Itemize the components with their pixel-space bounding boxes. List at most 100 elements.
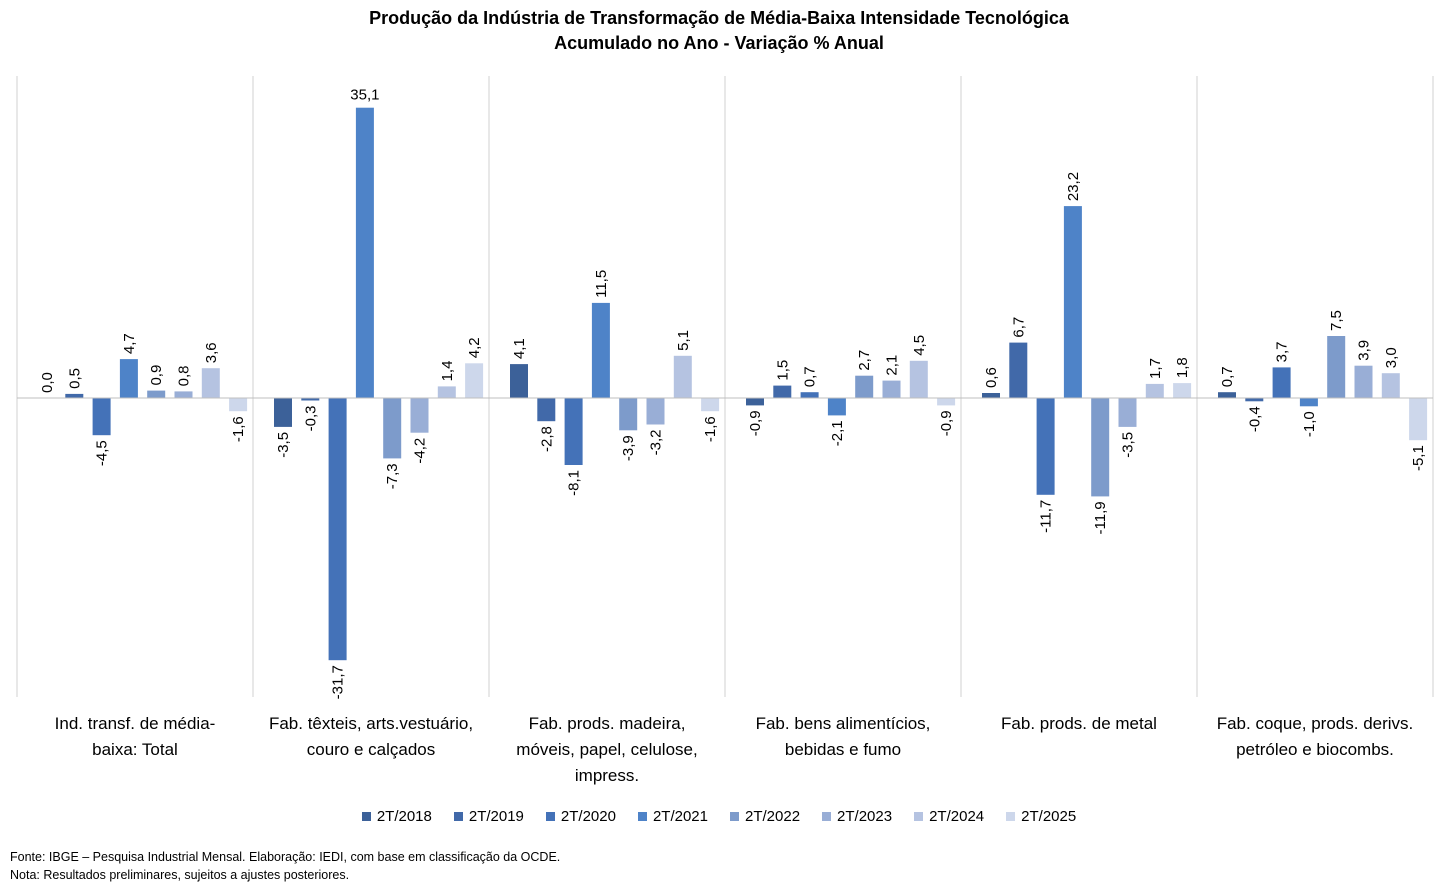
bar [328, 398, 347, 661]
footer-source: Fonte: IBGE – Pesquisa Industrial Mensal… [10, 850, 561, 864]
legend-label: 2T/2021 [652, 808, 708, 825]
bar [274, 398, 292, 427]
bar [1218, 392, 1236, 398]
legend-swatch [361, 812, 371, 821]
bar [1381, 373, 1400, 398]
bar-label: 0,5 [66, 368, 83, 389]
bar-label: 0,9 [148, 365, 165, 386]
bar [619, 398, 638, 431]
bar [937, 398, 956, 406]
bar [982, 393, 1000, 398]
bar-label: 3,9 [1356, 340, 1373, 361]
bar-label: 1,4 [439, 361, 456, 382]
bar-label: -1,6 [702, 416, 719, 442]
bar [673, 355, 692, 398]
bar [92, 398, 111, 436]
bar-label: 0,7 [1219, 366, 1236, 387]
legend-swatch [453, 812, 463, 821]
bar-label: 0,0 [39, 372, 56, 393]
legend-item: 2T/2024 [914, 808, 984, 825]
bar [510, 364, 528, 398]
bar-label: -0,9 [938, 410, 955, 436]
bar [1299, 398, 1318, 407]
bar [773, 385, 792, 398]
legend-item: 2T/2019 [453, 808, 524, 825]
bar-label: -3,2 [648, 429, 665, 455]
legend-label: 2T/2022 [745, 808, 801, 825]
bar [1036, 398, 1055, 495]
bar [800, 392, 819, 398]
legend-label: 2T/2025 [1021, 808, 1077, 825]
category-label: Fab. coque, prods. derivs. [1217, 714, 1414, 733]
bar [437, 386, 456, 398]
bar-label: -0,9 [747, 410, 764, 436]
legend-item: 2T/2022 [730, 808, 800, 825]
bar-label: -0,3 [302, 405, 319, 431]
bar-label: -31,7 [330, 665, 347, 699]
bar-label: -3,9 [620, 435, 637, 461]
bar-label: 1,8 [1174, 357, 1191, 378]
bar [564, 398, 583, 465]
bar [147, 390, 166, 398]
bar [1173, 383, 1192, 398]
bar-label: -2,1 [829, 420, 846, 446]
bar-label: -0,4 [1246, 406, 1263, 432]
legend-item: 2T/2018 [361, 808, 432, 825]
bar [201, 368, 220, 398]
bar [746, 398, 764, 406]
bar-label: 3,6 [203, 342, 220, 363]
bar-label: 23,2 [1065, 172, 1082, 201]
bar [1091, 398, 1110, 497]
bar-label: 4,5 [911, 335, 928, 356]
bar [909, 360, 928, 398]
bar [355, 107, 374, 398]
bar-label: -4,5 [94, 440, 111, 466]
category-label: couro e calçados [307, 740, 436, 759]
bar [701, 398, 720, 412]
bar-label: -11,9 [1092, 501, 1109, 534]
bar [1327, 336, 1346, 398]
bar-label: -8,1 [566, 470, 583, 496]
category-label: Fab. prods. madeira, [529, 714, 686, 733]
bar-label: 3,0 [1383, 347, 1400, 368]
bar-label: 0,7 [802, 366, 819, 387]
bar [855, 375, 874, 398]
bar-label: -4,2 [412, 438, 429, 464]
bar-label: -1,6 [230, 416, 247, 442]
category-label: petróleo e biocombs. [1236, 740, 1394, 759]
chart-subtitle: Acumulado no Ano - Variação % Anual [554, 33, 884, 53]
bar-label: 4,7 [121, 333, 138, 354]
legend-label: 2T/2019 [468, 808, 524, 825]
bar [827, 398, 846, 416]
legend-label: 2T/2023 [837, 808, 893, 825]
bar [119, 359, 138, 398]
bar [1009, 342, 1028, 398]
bar-label: 35,1 [350, 87, 379, 104]
bar [591, 302, 610, 398]
category-label: móveis, papel, celulose, [516, 740, 697, 759]
legend-swatch [637, 812, 647, 821]
legend-swatch [914, 812, 924, 821]
legend-item: 2T/2020 [545, 808, 616, 825]
bar-label: 1,7 [1147, 358, 1164, 379]
bar [301, 398, 320, 401]
bar-label: -7,3 [384, 463, 401, 489]
bar-label: 7,5 [1328, 310, 1345, 331]
bar-label: 1,5 [774, 360, 791, 381]
bar [1272, 367, 1291, 398]
bar-label: -2,8 [538, 426, 555, 452]
chart-legend: 2T/2018 2T/2019 2T/2020 2T/2021 2T/2022 2T/20… [0, 808, 1438, 825]
bar [65, 393, 84, 398]
footer: Fonte: IBGE – Pesquisa Industrial Mensal… [10, 848, 560, 884]
category-label: baixa: Total [92, 740, 178, 759]
bar [1063, 206, 1082, 398]
legend-item: 2T/2021 [637, 808, 708, 825]
bar [1409, 398, 1428, 441]
category-label: bebidas e fumo [785, 740, 901, 759]
category-label: Fab. bens alimentícios, [756, 714, 931, 733]
bar [646, 398, 665, 425]
bar-label: 11,5 [593, 270, 610, 298]
legend-swatch [822, 812, 832, 821]
bar-label: 3,7 [1274, 342, 1291, 363]
legend-swatch [1006, 812, 1016, 821]
